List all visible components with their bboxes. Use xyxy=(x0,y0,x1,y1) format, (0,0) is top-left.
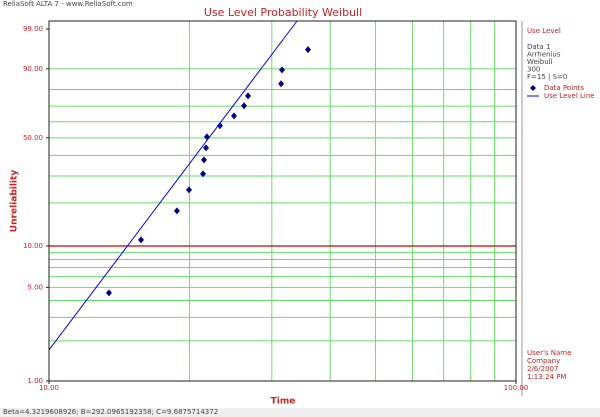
x-tick-label: 100.00 xyxy=(504,384,529,392)
data-point xyxy=(305,46,312,54)
data-point xyxy=(200,170,207,178)
data-point xyxy=(278,80,285,88)
y-tick-label: 50.00 xyxy=(23,134,43,142)
data-point xyxy=(203,144,210,152)
panel-line: 300 xyxy=(527,66,540,74)
data-point xyxy=(216,122,223,130)
x-axis-label: Time xyxy=(271,397,296,407)
fit-line xyxy=(48,20,298,351)
plot-frame xyxy=(48,20,517,382)
panel-footer: Company xyxy=(527,357,560,365)
data-point xyxy=(173,207,180,215)
panel-heading: Use Level xyxy=(527,27,561,35)
panel-footer: User's Name xyxy=(527,349,571,357)
y-tick-label: 90.00 xyxy=(23,65,43,73)
data-point xyxy=(231,112,238,120)
panel-line: F=15 | S=0 xyxy=(527,73,567,81)
legend-label: Data Points xyxy=(544,84,584,92)
y-tick-label: 1.00 xyxy=(27,377,43,385)
data-point xyxy=(200,156,207,164)
y-axis-label: Unreliability xyxy=(10,170,20,233)
status-bar xyxy=(0,408,600,417)
y-tick-label: 10.00 xyxy=(23,242,43,250)
y-tick-label: 5.00 xyxy=(27,283,43,291)
panel-footer: 1:13:24 PM xyxy=(527,373,566,381)
data-point xyxy=(241,102,248,110)
legend-marker xyxy=(530,85,536,91)
panel-line: Arrhenius xyxy=(527,51,561,59)
data-point xyxy=(279,66,286,74)
footnote: Beta=4.3219608926; B=292.0965192358; C=9… xyxy=(3,408,218,416)
legend-label: Use Level Line xyxy=(544,92,595,100)
panel-line: Weibull xyxy=(527,58,553,66)
panel-footer: 2/6/2007 xyxy=(527,365,558,373)
x-tick-label: 10.00 xyxy=(39,384,59,392)
panel-line: Data 1 xyxy=(527,43,550,51)
data-point xyxy=(105,289,112,297)
data-point xyxy=(245,92,252,100)
data-point xyxy=(138,236,145,244)
chart-title: Use Level Probability Weibull xyxy=(204,6,362,19)
app-header: ReliaSoft ALTA 7 - www.ReliaSoft.com xyxy=(3,0,133,8)
data-point xyxy=(185,186,192,194)
y-tick-label: 99.00 xyxy=(23,25,43,33)
